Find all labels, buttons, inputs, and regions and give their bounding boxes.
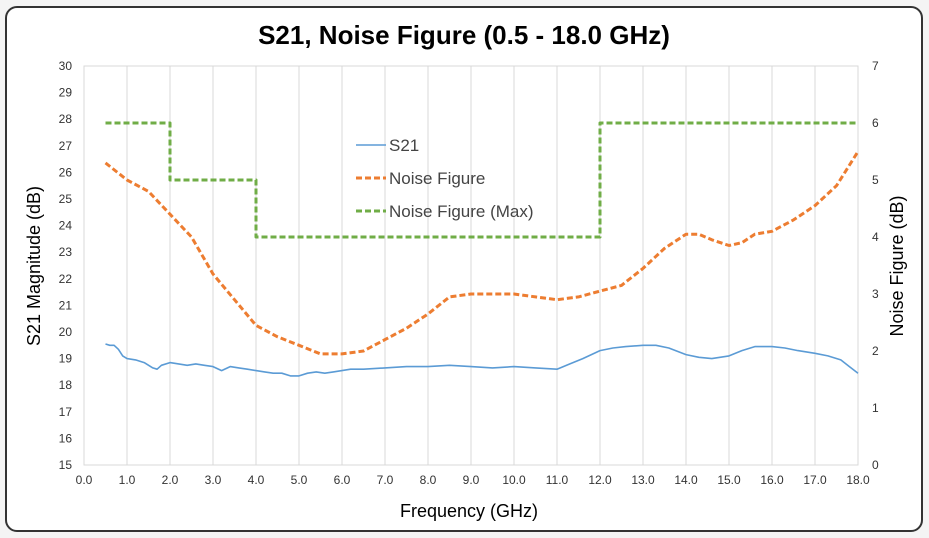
legend-label: S21 (389, 136, 419, 155)
y-right-tick-label: 7 (872, 59, 879, 73)
y-right-tick-label: 2 (872, 344, 879, 358)
series-line-s21 (105, 343, 859, 377)
x-tick-label: 11.0 (546, 473, 569, 487)
x-tick-label: 7.0 (377, 473, 394, 487)
y-axis-right-label: Noise Figure (dB) (887, 195, 907, 336)
x-tick-label: 12.0 (588, 473, 612, 487)
y-right-tick-label: 5 (872, 173, 879, 187)
series-line-noise-figure-max (105, 121, 858, 239)
y-right-tick-label: 6 (872, 116, 879, 130)
y-left-tick-label: 16 (59, 431, 73, 445)
y-left-tick-label: 27 (59, 139, 73, 153)
x-tick-label: 10.0 (502, 473, 526, 487)
x-tick-label: 15.0 (717, 473, 741, 487)
y-left-tick-label: 23 (59, 245, 73, 259)
y-right-tick-label: 4 (872, 230, 879, 244)
y-left-tick-label: 18 (59, 378, 73, 392)
grid-lines (83, 65, 859, 466)
chart-panel (5, 6, 923, 532)
y-right-tick-label: 3 (872, 287, 879, 301)
y-axis-left-label: S21 Magnitude (dB) (24, 186, 44, 346)
x-tick-label: 6.0 (334, 473, 351, 487)
x-tick-label: 14.0 (674, 473, 698, 487)
x-tick-label: 0.0 (76, 473, 93, 487)
x-tick-label: 18.0 (846, 473, 870, 487)
series-line-noise-figure (104, 150, 860, 356)
x-axis-label: Frequency (GHz) (400, 501, 538, 521)
y-left-tick-label: 21 (59, 298, 73, 312)
y-left-tick-label: 19 (59, 352, 73, 366)
y-left-tick-label: 26 (59, 165, 73, 179)
x-tick-label: 4.0 (248, 473, 265, 487)
x-tick-label: 1.0 (119, 473, 136, 487)
x-tick-label: 3.0 (205, 473, 222, 487)
y-left-tick-label: 30 (59, 59, 73, 73)
y-left-tick-label: 17 (59, 405, 73, 419)
x-tick-label: 5.0 (291, 473, 308, 487)
legend: S21 Noise Figure Noise Figure (Max) (356, 136, 534, 221)
x-tick-label: 13.0 (631, 473, 655, 487)
series-group (104, 121, 860, 377)
y-left-tick-label: 29 (59, 86, 73, 100)
x-tick-label: 17.0 (803, 473, 827, 487)
y-left-tick-label: 25 (59, 192, 73, 206)
y-left-tick-label: 28 (59, 112, 73, 126)
axes: 0.0 1.0 2.0 3.0 4.0 5.0 6.0 7.0 8.0 9.0 10.0 11.0 12… (59, 59, 879, 487)
x-tick-label: 16.0 (760, 473, 784, 487)
x-tick-label: 2.0 (162, 473, 179, 487)
x-tick-label: 9.0 (463, 473, 480, 487)
chart-title: S21, Noise Figure (0.5 - 18.0 GHz) (258, 20, 670, 50)
y-right-tick-label: 1 (872, 401, 879, 415)
x-tick-label: 8.0 (420, 473, 437, 487)
y-left-tick-label: 22 (59, 272, 73, 286)
y-left-tick-label: 20 (59, 325, 73, 339)
legend-label: Noise Figure (389, 169, 485, 188)
y-right-tick-label: 0 (872, 458, 879, 472)
y-left-tick-label: 15 (59, 458, 73, 472)
legend-label: Noise Figure (Max) (389, 202, 534, 221)
y-left-tick-label: 24 (59, 219, 73, 233)
